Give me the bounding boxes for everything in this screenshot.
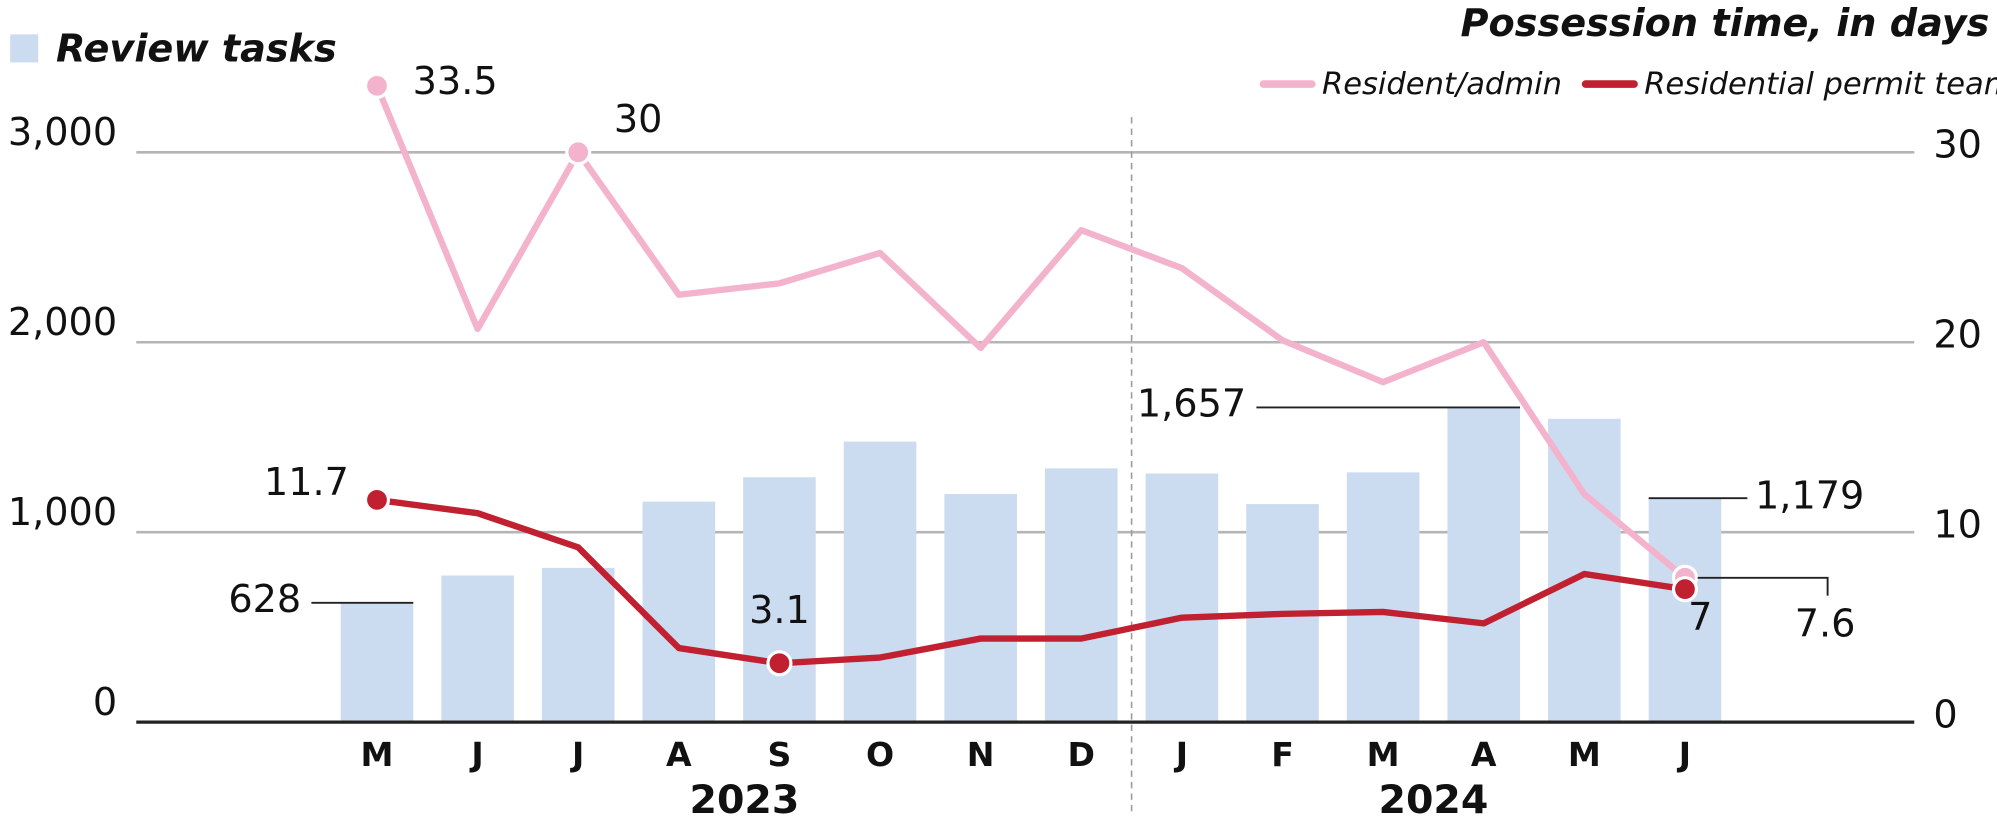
bar [1648,498,1722,723]
bar [642,501,716,723]
line-value-label: 33.5 [413,60,498,104]
x-tick-label: J [469,735,483,774]
legend-label: Residential permit team [1644,67,1997,102]
bar [541,567,615,723]
y2-axis-title: Possession time, in days [1461,2,1990,46]
x-tick-label: N [967,735,995,774]
y2-tick-label: 10 [1933,504,1982,548]
bar-legend-label: Review tasks [56,27,337,71]
line-value-label: 11.7 [264,461,349,505]
year-label: 2023 [689,777,799,822]
bar-legend-swatch [10,34,39,63]
x-tick-label: M [1367,735,1400,774]
x-tick-label: A [666,735,692,774]
x-tick-label: S [768,735,792,774]
bar-value-label: 628 [228,578,301,622]
x-tick-label: J [570,735,584,774]
y-tick-label: 3,000 [8,111,117,155]
point-marker [565,139,592,166]
bar-value-label: 1,657 [1137,383,1246,427]
bar [743,477,816,723]
point-marker [363,486,391,513]
x-tick-label: O [866,735,894,774]
bar [1548,418,1621,723]
bar [1145,473,1219,723]
point-marker [363,72,391,99]
bar [843,441,917,723]
x-tick-label: D [1068,735,1095,774]
line-value-label: 7 [1688,596,1712,640]
line-value-label: 7.6 [1795,603,1856,647]
line-value-label: 3.1 [749,589,810,633]
year-label: 2024 [1379,777,1489,822]
x-tick-label: M [1568,735,1601,774]
label-leader [1697,576,1829,596]
x-tick-label: J [1677,735,1691,774]
point-marker [1671,576,1699,603]
y-tick-label: 0 [93,681,117,725]
line-series [374,84,1688,581]
bar [1447,407,1521,723]
point-marker [766,650,793,677]
line-series [376,496,1686,667]
y2-tick-label: 20 [1933,314,1982,358]
bar [441,575,514,723]
bar [944,494,1017,723]
bar [1044,468,1118,723]
x-tick-label: F [1271,735,1294,774]
x-tick-label: A [1471,735,1497,774]
y2-tick-label: 0 [1933,694,1957,738]
y-tick-label: 1,000 [8,491,117,535]
legend-label: Resident/admin [1322,67,1562,102]
bar [340,602,414,723]
bar [1346,472,1420,723]
y-tick-label: 2,000 [8,301,117,345]
line-value-label: 30 [614,98,663,142]
bar-value-label: 1,179 [1755,475,1864,519]
x-tick-label: M [361,735,394,774]
y2-tick-label: 30 [1933,124,1982,168]
x-tick-label: J [1174,735,1188,774]
